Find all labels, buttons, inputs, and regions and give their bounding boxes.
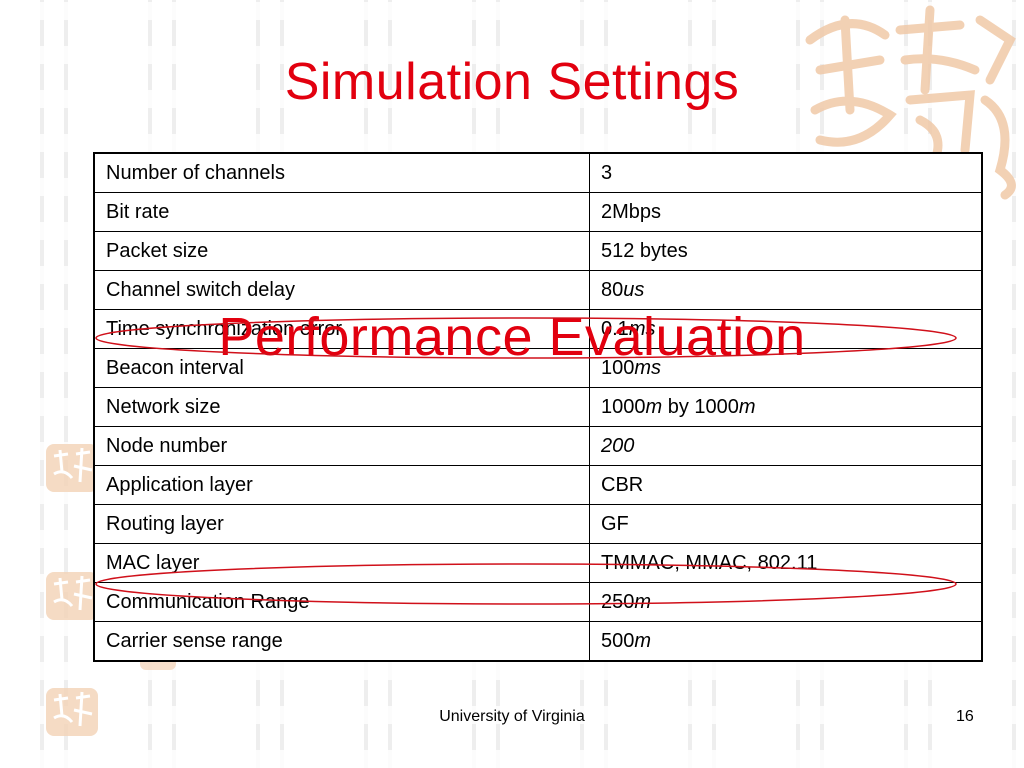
value-segment: m — [634, 591, 652, 613]
setting-name-cell: Application layer — [93, 465, 590, 505]
value-segment: 512 bytes — [601, 240, 688, 262]
setting-name-cell: Node number — [93, 426, 590, 466]
setting-name-cell: MAC layer — [93, 543, 590, 583]
setting-value-cell: 1000m by 1000m — [589, 387, 983, 427]
table-row: Node number 200 — [93, 426, 983, 466]
value-segment: 1000 — [601, 396, 646, 418]
table-row: Packet size 512 bytes — [93, 231, 983, 271]
setting-name-cell: Bit rate — [93, 192, 590, 232]
setting-value-cell: 500m — [589, 621, 983, 662]
slide-title: Simulation Settings — [284, 53, 740, 111]
setting-name-cell: Routing layer — [93, 504, 590, 544]
setting-value-cell: 512 bytes — [589, 231, 983, 271]
setting-name-cell: Packet size — [93, 231, 590, 271]
table-row: MAC layer TMMAC, MMAC, 802.11 — [93, 543, 983, 583]
value-segment: m — [634, 630, 652, 652]
value-segment: us — [623, 279, 645, 301]
setting-name-cell: Carrier sense range — [93, 621, 590, 662]
value-segment: 100 — [601, 357, 635, 379]
footer-text: University of Virginia — [439, 708, 585, 725]
setting-name-cell: Channel switch delay — [93, 270, 590, 310]
value-segment: 250 — [601, 591, 635, 613]
page-number: 16 — [956, 708, 974, 725]
value-segment: CBR — [601, 474, 644, 496]
calligraphy-seal-1 — [46, 444, 98, 492]
value-segment: 2Mbps — [601, 201, 662, 223]
table-row: Routing layer GF — [93, 504, 983, 544]
value-segment: 500 — [601, 630, 635, 652]
table-row: Application layer CBR — [93, 465, 983, 505]
table-row: Communication Range 250m — [93, 582, 983, 622]
value-segment: ms — [634, 357, 662, 379]
table-row: Number of channels 3 — [93, 152, 983, 193]
setting-name-cell: Communication Range — [93, 582, 590, 622]
setting-name-cell: Number of channels — [93, 152, 590, 193]
value-segment: m — [645, 396, 663, 418]
value-segment: 80 — [601, 279, 624, 301]
setting-value-cell: 3 — [589, 152, 983, 193]
setting-value-cell: GF — [589, 504, 983, 544]
calligraphy-seal-3 — [46, 688, 98, 736]
setting-value-cell: 2Mbps — [589, 192, 983, 232]
settings-table: Number of channels 3 Bit rate 2Mbps Packet s… — [93, 152, 983, 662]
value-segment: 200 — [601, 435, 635, 457]
value-segment: TMMAC, MMAC, 802.11 — [601, 552, 818, 574]
value-segment: by 1000 — [662, 396, 739, 418]
setting-value-cell: CBR — [589, 465, 983, 505]
table-row: Bit rate 2Mbps — [93, 192, 983, 232]
overlay-heading: Performance Evaluation — [218, 307, 806, 367]
setting-value-cell: TMMAC, MMAC, 802.11 — [589, 543, 983, 583]
table-row: Network size 1000m by 1000m — [93, 387, 983, 427]
table-row: Channel switch delay 80us — [93, 270, 983, 310]
setting-value-cell: 80us — [589, 270, 983, 310]
value-segment: 3 — [601, 162, 613, 184]
table-row: Carrier sense range 500m — [93, 621, 983, 662]
calligraphy-seal-2 — [46, 572, 98, 620]
setting-value-cell: 200 — [589, 426, 983, 466]
setting-name-cell: Network size — [93, 387, 590, 427]
value-segment: m — [738, 396, 756, 418]
value-segment: GF — [601, 513, 629, 535]
setting-value-cell: 250m — [589, 582, 983, 622]
